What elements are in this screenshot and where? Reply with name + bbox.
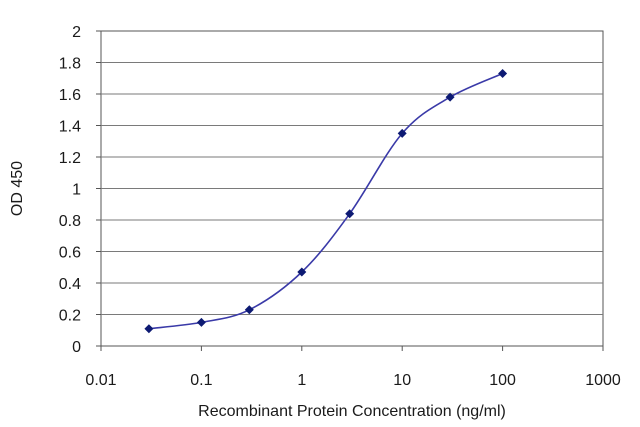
data-point-marker — [244, 305, 254, 315]
series-layer — [144, 69, 508, 334]
y-axis-title: OD 450 — [9, 161, 26, 216]
y-tick-label: 1.6 — [59, 87, 81, 104]
data-point-marker — [498, 69, 508, 78]
x-tick-label: 1 — [297, 372, 306, 389]
y-axis-ticks: 0 0.2 0.4 0.6 0.8 1 1.2 1.4 1.6 1.8 2 — [59, 24, 101, 356]
x-axis-title: Recombinant Protein Concentration (ng/ml… — [198, 403, 506, 420]
data-point-marker — [445, 92, 455, 102]
y-tick-label: 0.2 — [59, 308, 81, 325]
data-point-marker — [345, 209, 355, 219]
y-tick-label: 0.4 — [59, 276, 81, 293]
x-tick-label: 10 — [393, 372, 411, 389]
y-tick-label: 0 — [72, 339, 81, 356]
x-tick-label: 100 — [489, 372, 516, 389]
series-line — [148, 72, 503, 330]
data-point-marker — [397, 128, 407, 138]
x-tick-label: 0.01 — [85, 372, 116, 389]
data-point-marker — [297, 267, 307, 277]
y-tick-label: 1.8 — [59, 56, 81, 73]
x-tick-label: 0.1 — [190, 372, 212, 389]
gridlines — [101, 62, 603, 315]
x-axis-ticks: 0.01 0.1 1 10 100 1000 — [85, 346, 621, 389]
y-tick-label: 0.6 — [59, 245, 81, 262]
y-tick-label: 1.4 — [59, 119, 81, 136]
data-point-marker — [196, 317, 206, 327]
y-tick-label: 1.2 — [59, 150, 81, 167]
data-point-marker — [144, 324, 154, 334]
y-tick-label: 2 — [72, 24, 81, 41]
x-tick-label: 1000 — [585, 372, 621, 389]
y-tick-label: 1 — [72, 182, 81, 199]
y-tick-label: 0.8 — [59, 213, 81, 230]
